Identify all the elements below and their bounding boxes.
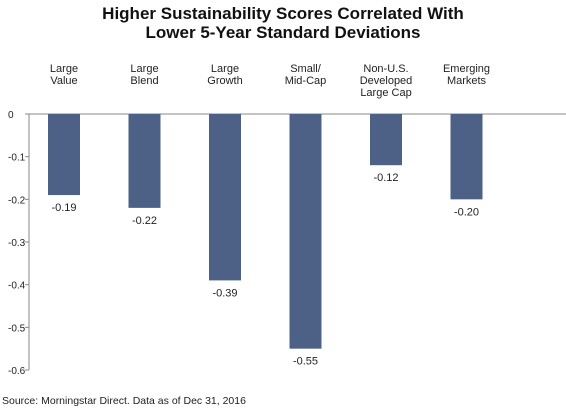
bar [48,114,80,196]
chart-title-line-2: Lower 5-Year Standard Deviations [145,23,421,42]
value-label: -0.12 [373,172,398,184]
bar [289,114,322,349]
category-label: Non-U.S. Developed Large Cap [360,63,413,99]
chart-title: Higher Sustainability Scores Correlated … [0,4,566,42]
y-tick-label: -0.5 [8,323,26,334]
value-label: -0.55 [293,356,318,368]
value-label: -0.20 [454,206,479,218]
bar [450,114,483,200]
bar [370,114,402,166]
source-note: Source: Morningstar Direct. Data as of D… [2,395,246,407]
value-labels: -0.19 -0.22 -0.39 -0.55 -0.12 -0.20 [51,172,479,367]
y-tick-label: -0.1 [8,153,26,164]
category-label: Large Growth [207,63,242,87]
value-label: -0.39 [212,287,237,299]
bars [48,114,483,349]
y-tick-label: -0.4 [8,281,26,292]
y-tick-label: -0.3 [8,238,26,249]
category-label: Small/Mid-Cap [285,63,327,87]
category-label: Large Blend [130,63,158,87]
value-label: -0.19 [51,202,76,214]
y-tick-label: -0.2 [8,195,26,206]
category-labels: Large Value Large Blend Large Growth Small/Mid… [50,63,490,99]
bar [209,114,241,281]
value-label: -0.22 [132,215,157,227]
chart-title-line-1: Higher Sustainability Scores Correlated … [102,4,464,23]
y-tick-label: -0.6 [8,366,26,377]
bar [128,114,161,208]
category-label: Emerging Markets [443,63,490,87]
y-tick-label: 0 [8,110,14,121]
category-label: Large Value [50,63,78,87]
